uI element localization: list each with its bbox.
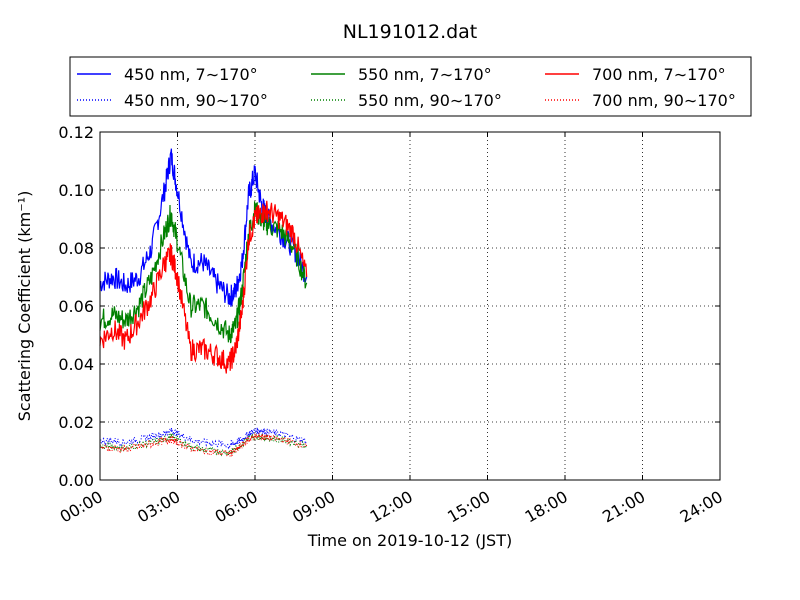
series-line — [99, 426, 308, 450]
y-tick-label: 0.10 — [58, 181, 94, 200]
y-tick-label: 0.12 — [58, 123, 94, 142]
legend-label: 450 nm, 90∼170° — [124, 91, 268, 110]
y-axis-label: Scattering Coefficient (km⁻¹) — [15, 191, 34, 422]
series-layer — [99, 148, 308, 458]
x-tick-label: 09:00 — [289, 487, 338, 527]
x-tick-label: 21:00 — [599, 487, 648, 527]
series-line — [99, 148, 308, 307]
chart-title: NL191012.dat — [343, 21, 478, 43]
legend-label: 700 nm, 90∼170° — [592, 91, 736, 110]
series-line — [99, 201, 308, 344]
x-tick-label: 12:00 — [367, 487, 416, 527]
legend-box — [69, 56, 752, 117]
y-tick-label: 0.06 — [58, 297, 94, 316]
y-tick-label: 0.08 — [58, 239, 94, 258]
series-line — [99, 433, 308, 458]
legend-label: 550 nm, 7∼170° — [358, 65, 492, 84]
legend-label: 450 nm, 7∼170° — [124, 65, 258, 84]
y-tick-label: 0.02 — [58, 413, 94, 432]
legend-label: 550 nm, 90∼170° — [358, 91, 502, 110]
series-line — [99, 433, 308, 457]
x-tick-label: 06:00 — [212, 487, 261, 527]
series-line — [99, 200, 308, 374]
x-tick-label: 00:00 — [57, 487, 106, 527]
y-tick-label: 0.00 — [58, 471, 94, 490]
y-tick-label: 0.04 — [58, 355, 94, 374]
x-axis-label: Time on 2019-10-12 (JST) — [307, 531, 512, 550]
x-tick-label: 15:00 — [444, 487, 493, 527]
ticks: 00:00 03:00 06:00 09:00 12:00 15:00 18:00 21:00… — [57, 123, 726, 527]
x-tick-label: 03:00 — [134, 487, 183, 527]
legend: 450 nm, 7∼170° 550 nm, 7∼170° 700 nm, 7∼17… — [69, 56, 752, 117]
x-tick-label: 24:00 — [677, 487, 726, 527]
grid — [100, 132, 720, 480]
legend-label: 700 nm, 7∼170° — [592, 65, 726, 84]
x-tick-label: 18:00 — [522, 487, 571, 527]
